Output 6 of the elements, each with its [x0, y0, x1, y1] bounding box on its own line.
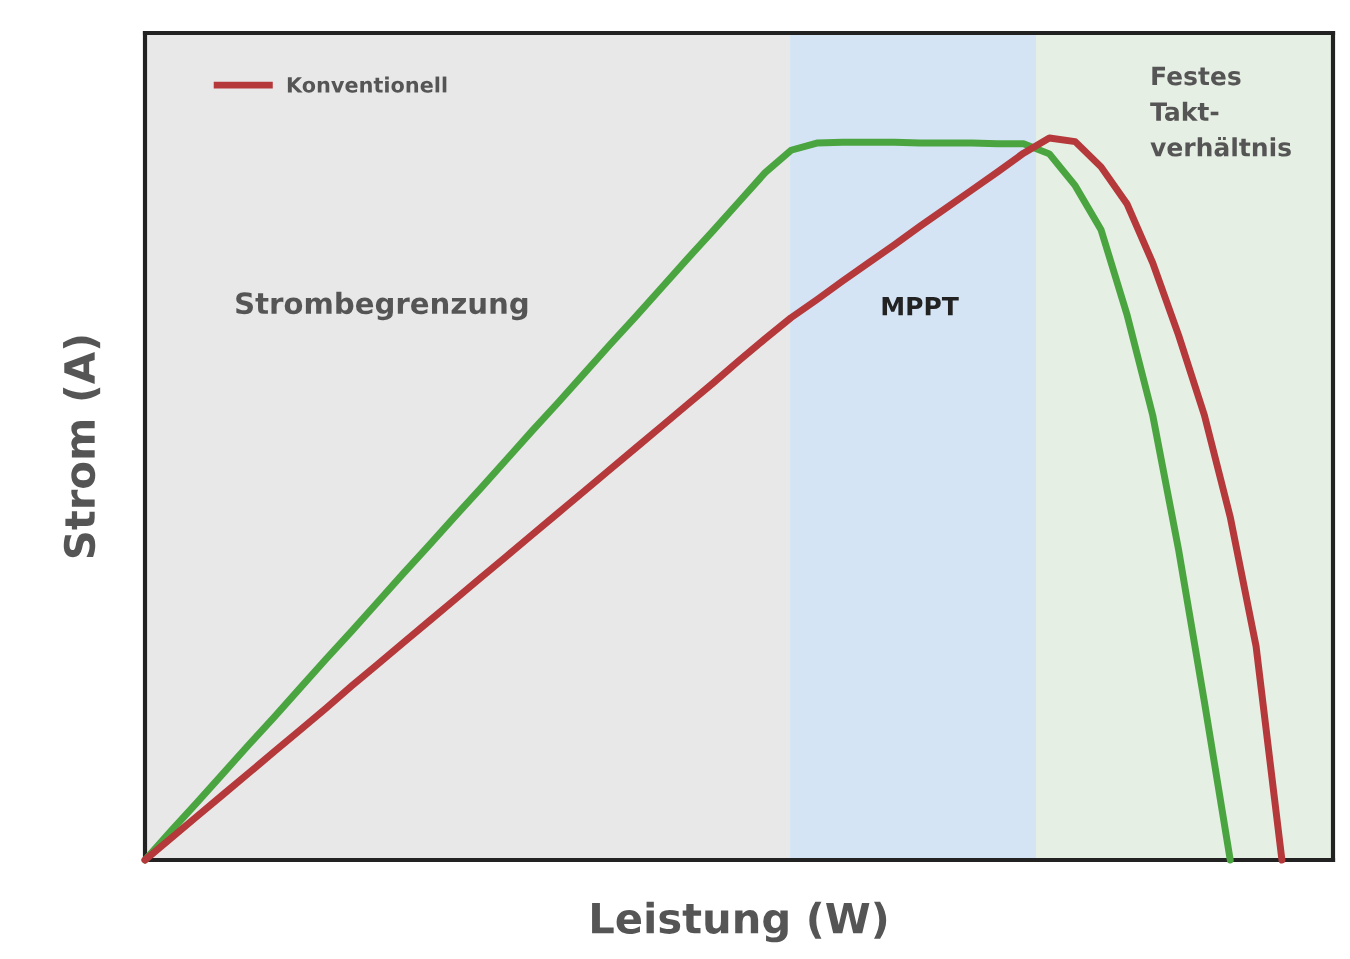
annotation: MPPT [882, 297, 959, 316]
y-axis-title: Strom (A) [63, 336, 101, 558]
legend-label: Konventionell [287, 76, 447, 93]
annotation: Strombegrenzung [236, 291, 528, 321]
x-axis-title: Leistung (W) [592, 901, 887, 943]
annotation: Festes Takt- verhältnis [1150, 66, 1291, 157]
